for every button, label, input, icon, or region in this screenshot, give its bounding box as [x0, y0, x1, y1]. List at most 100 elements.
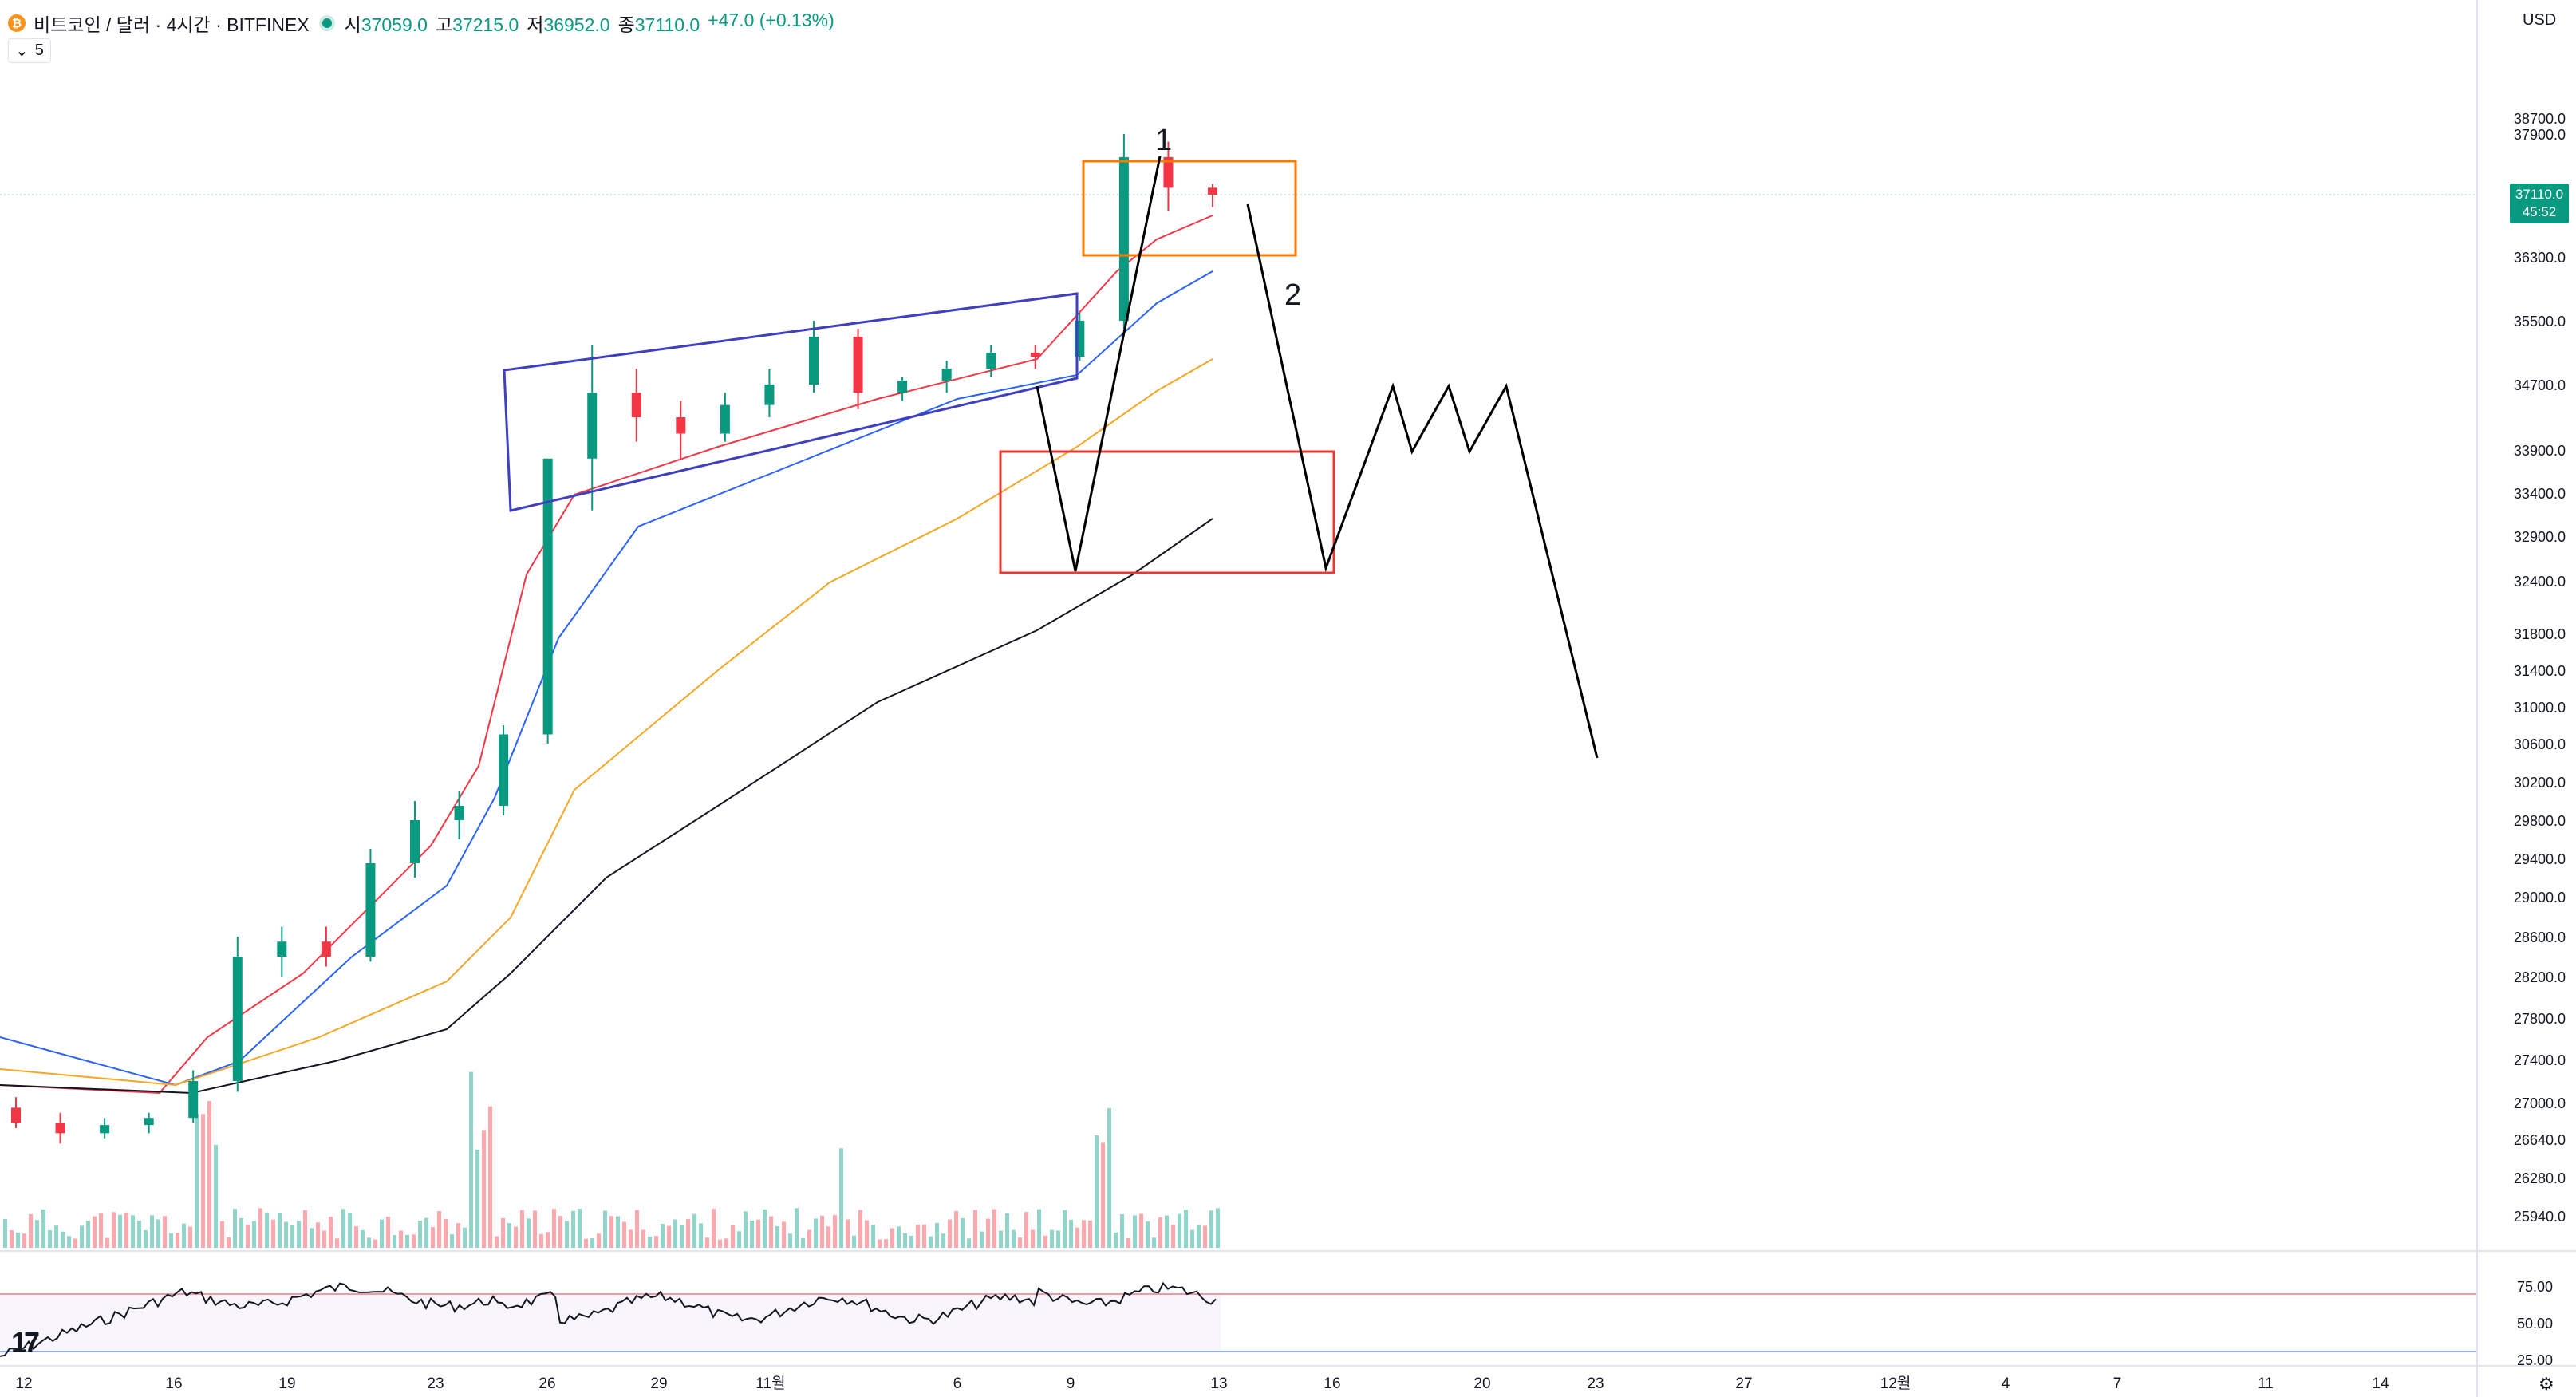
x-tick-label: 16 [165, 1375, 182, 1392]
volume-bar [737, 1231, 741, 1248]
volume-bar [73, 1238, 77, 1248]
volume-bar [1209, 1210, 1213, 1248]
candles [0, 134, 2477, 1144]
ma-black-line [0, 518, 1213, 1095]
volume-bar [1056, 1230, 1060, 1248]
volume-bar [348, 1213, 352, 1248]
volume-bar [93, 1216, 97, 1248]
volume-bar [41, 1209, 45, 1248]
volume-bar [846, 1219, 850, 1248]
y-tick-label: 38700.0 [2514, 111, 2566, 127]
volume-bar [718, 1239, 722, 1248]
volume-bar [469, 1071, 473, 1248]
volume-bar [1018, 1237, 1022, 1248]
currency-label[interactable]: USD [2523, 11, 2557, 29]
x-tick-label: 11월 [755, 1375, 785, 1392]
volume-bar [641, 1229, 645, 1248]
volume-bar [80, 1225, 84, 1248]
gear-icon[interactable]: ⚙ [2539, 1374, 2554, 1394]
market-status-icon [322, 18, 332, 28]
volume-bar [986, 1218, 990, 1248]
volume-bar [1190, 1229, 1194, 1248]
volume-bar [520, 1210, 524, 1248]
volume-bar [916, 1224, 920, 1248]
y-tick-label: 29800.0 [2514, 813, 2566, 829]
volume-bars [3, 1071, 1220, 1248]
x-tick-label: 23 [1587, 1375, 1604, 1392]
wave-label: 2 [1284, 278, 1301, 312]
volume-bar [48, 1230, 52, 1248]
volume-bar [297, 1221, 301, 1248]
y-tick-label: 28600.0 [2514, 929, 2566, 945]
volume-bar [195, 1114, 199, 1248]
volume-bar [909, 1235, 913, 1248]
candle-body [587, 393, 598, 459]
volume-bar [201, 1114, 205, 1248]
candle-body [941, 369, 952, 381]
x-tick-label: 29 [650, 1375, 667, 1392]
volume-bar [1069, 1219, 1073, 1248]
indicator-toggle[interactable]: ⌄ 5 [8, 38, 51, 63]
volume-bar [999, 1230, 1003, 1248]
y-tick-label: 36300.0 [2514, 250, 2566, 266]
x-tick-label: 13 [1210, 1375, 1227, 1392]
volume-bar [29, 1213, 33, 1248]
volume-bar [922, 1224, 926, 1248]
volume-bar [769, 1216, 773, 1248]
y-tick-label: 33400.0 [2514, 486, 2566, 502]
rsi-pane: 75.00 50.00 25.00 [0, 1279, 2553, 1368]
y-tick-label: 27800.0 [2514, 1011, 2566, 1027]
volume-bar [450, 1234, 454, 1248]
volume-bar [1126, 1238, 1130, 1248]
volume-bar [692, 1213, 696, 1248]
volume-bar [533, 1210, 537, 1248]
candle-body [55, 1123, 65, 1134]
volume-bar [673, 1219, 677, 1248]
ma-red-line [0, 215, 1213, 1095]
volume-bar [214, 1144, 218, 1248]
ma-orange-line [0, 358, 1213, 1087]
x-tick-label: 19 [278, 1375, 295, 1392]
volume-bar [552, 1209, 556, 1248]
volume-bar [616, 1216, 620, 1248]
volume-bar [680, 1225, 684, 1248]
y-tick-label: 30600.0 [2514, 736, 2566, 752]
volume-bar [463, 1227, 467, 1248]
volume-bar [150, 1215, 154, 1248]
volume-bar [495, 1236, 499, 1248]
volume-bar [712, 1209, 716, 1248]
candle-body [499, 734, 509, 806]
symbol-header: ₿ 비트코인 / 달러 · 4시간 · BITFINEX 시37059.0 고3… [8, 10, 834, 37]
symbol-title[interactable]: 비트코인 / 달러 · 4시간 · BITFINEX [34, 14, 310, 35]
volume-bar [322, 1230, 326, 1248]
volume-bar [858, 1210, 862, 1248]
x-tick-label: 4 [2002, 1375, 2010, 1392]
volume-bar [750, 1220, 754, 1248]
volume-bar [775, 1225, 779, 1248]
volume-bar [1005, 1213, 1009, 1248]
volume-bar [3, 1219, 7, 1248]
candle-body [631, 393, 641, 417]
volume-bar [456, 1223, 460, 1248]
candle-body [1208, 187, 1217, 195]
x-tick-label: 23 [427, 1375, 444, 1392]
tradingview-logo-icon[interactable]: 17 [11, 1326, 40, 1359]
volume-bar [948, 1219, 952, 1248]
volume-bar [992, 1209, 996, 1248]
volume-bar [929, 1236, 933, 1248]
volume-bar [826, 1226, 830, 1248]
volume-bar [578, 1209, 582, 1248]
volume-bar [290, 1225, 294, 1248]
x-tick-label: 6 [953, 1375, 962, 1392]
volume-bar [437, 1211, 441, 1248]
candle-body [454, 806, 464, 820]
candle-body [277, 941, 287, 957]
candle-body [764, 385, 775, 405]
volume-bar [1197, 1225, 1201, 1248]
volume-bar [424, 1217, 428, 1248]
volume-bar [814, 1218, 818, 1248]
red-box [999, 450, 1335, 574]
y-tick-label: 31000.0 [2514, 700, 2566, 716]
volume-bar [169, 1233, 173, 1248]
